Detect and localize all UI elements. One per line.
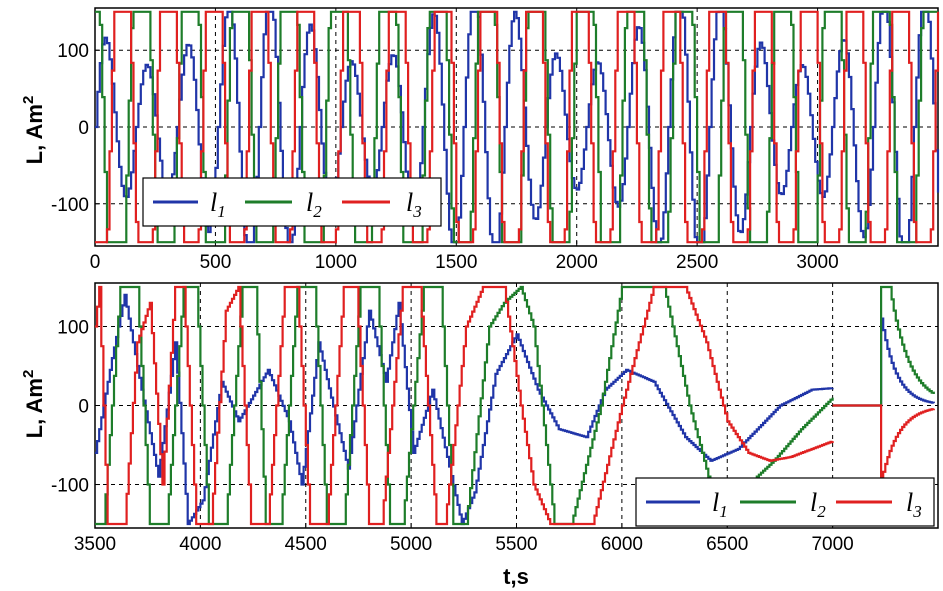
bottom-y-tick-label: 0 bbox=[78, 397, 89, 418]
top-legend-label-l3: l3 bbox=[406, 188, 422, 221]
bottom-x-tick-label: 6500 bbox=[706, 534, 748, 555]
top-x-tick-label: 1000 bbox=[315, 252, 357, 273]
top-y-tick-label: 100 bbox=[57, 41, 89, 62]
bottom-y-tick-label: 100 bbox=[57, 317, 89, 338]
bottom-x-tick-label: 7000 bbox=[811, 534, 853, 555]
bottom-x-tick-label: 4500 bbox=[285, 534, 327, 555]
top-x-tick-label: 3000 bbox=[796, 252, 838, 273]
top-x-tick-label: 2500 bbox=[676, 252, 718, 273]
bottom-panel: 3500 4000 4500 5000 5500 6000 6500 7000 100 0 -10… bbox=[20, 282, 939, 589]
bottom-x-tick-label: 3500 bbox=[74, 534, 116, 555]
bottom-y-tick-label: -100 bbox=[51, 476, 89, 497]
top-y-ticks: 100 0 -100 bbox=[51, 41, 100, 216]
bottom-x-axis-label: t,s bbox=[503, 564, 529, 589]
bottom-x-tick-label: 6000 bbox=[601, 534, 643, 555]
bottom-series-line-l2 bbox=[832, 285, 935, 407]
bottom-y-axis-label: L, Am2 bbox=[20, 370, 47, 439]
bottom-legend-label-l1: l1 bbox=[712, 488, 728, 521]
bottom-x-tick-label: 4000 bbox=[179, 534, 221, 555]
top-legend-label-l2: l2 bbox=[306, 188, 322, 221]
bottom-series-line-l3 bbox=[95, 285, 834, 526]
bottom-legend-label-l2: l2 bbox=[810, 488, 826, 521]
top-y-tick-label: -100 bbox=[51, 195, 89, 216]
bottom-x-tick-label: 5000 bbox=[390, 534, 432, 555]
top-legend: l1 l2 l3 bbox=[142, 177, 442, 227]
top-x-tick-label: 0 bbox=[90, 252, 101, 273]
bottom-y-ticks: 100 0 -100 bbox=[51, 317, 100, 497]
top-panel: 0 500 1000 1500 2000 2500 3000 1000-100 L, Am2… bbox=[20, 7, 940, 273]
top-series-lines bbox=[95, 10, 940, 244]
bottom-series-lines bbox=[95, 285, 935, 526]
top-x-tick-label: 2000 bbox=[556, 252, 598, 273]
top-series-line-l3 bbox=[95, 10, 940, 244]
bottom-x-ticks: 3500 4000 4500 5000 5500 6000 6500 7000 bbox=[74, 523, 854, 555]
top-x-tick-label: 500 bbox=[200, 252, 232, 273]
top-y-axis-label: L, Am2 bbox=[20, 96, 47, 165]
bottom-legend-label-l3: l3 bbox=[906, 488, 922, 521]
bottom-series-line-l3 bbox=[832, 404, 935, 482]
top-x-ticks: 0 500 1000 1500 2000 2500 3000 bbox=[90, 241, 839, 273]
bottom-legend: l1 l2 l3 bbox=[635, 477, 935, 527]
bottom-x-tick-label: 5500 bbox=[495, 534, 537, 555]
top-legend-label-l1: l1 bbox=[210, 188, 226, 221]
top-x-tick-label: 1500 bbox=[435, 252, 477, 273]
bottom-series-line-l1 bbox=[832, 317, 935, 407]
top-y-tick-label: 0 bbox=[78, 118, 89, 139]
